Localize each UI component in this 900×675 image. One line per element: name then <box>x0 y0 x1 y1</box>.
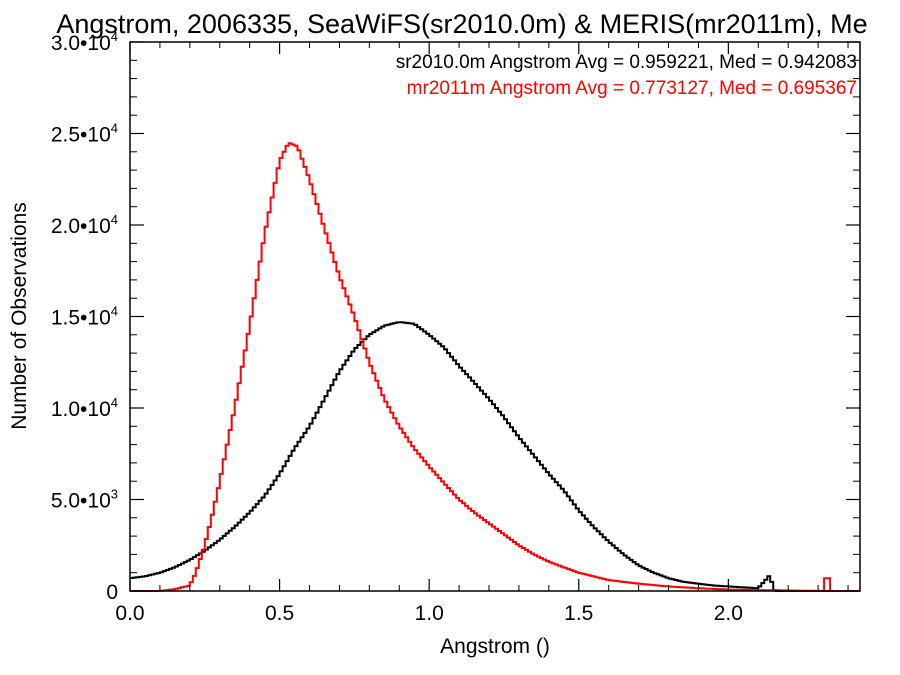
x-tick-label: 2.0 <box>714 602 743 625</box>
annotation-red: mr2011m Angstrom Avg = 0.773127, Med = 0… <box>407 78 857 99</box>
y-tick-label: 3.0•104 <box>51 29 118 55</box>
x-tick-label: 0.5 <box>265 602 294 625</box>
tick-layer: 0.0 0.5 1.0 1.5 2.0 0 5.0•103 1.0•104 1.5•104 2.0… <box>51 29 860 625</box>
y-axis-label: Number of Observations <box>8 202 31 430</box>
x-axis-label: Angstrom () <box>440 635 550 658</box>
y-tick-label: 1.0•104 <box>51 395 118 421</box>
y-tick-label: 2.0•104 <box>51 212 118 238</box>
y-tick-label: 0 <box>106 581 118 604</box>
chart-title: Angstrom, 2006335, SeaWiFS(sr2010.0m) & … <box>56 9 867 39</box>
annotation-black: sr2010.0m Angstrom Avg = 0.959221, Med =… <box>396 52 857 73</box>
y-tick-label: 2.5•104 <box>51 121 118 147</box>
x-tick-label: 1.0 <box>415 602 444 625</box>
series-line-black <box>130 321 860 592</box>
y-tick-label: 1.5•104 <box>51 304 118 330</box>
x-tick-label: 1.5 <box>564 602 593 625</box>
series-line-red <box>130 142 860 592</box>
series-layer <box>130 142 860 592</box>
y-tick-label: 5.0•103 <box>51 487 118 513</box>
x-tick-label: 0.0 <box>115 602 144 625</box>
